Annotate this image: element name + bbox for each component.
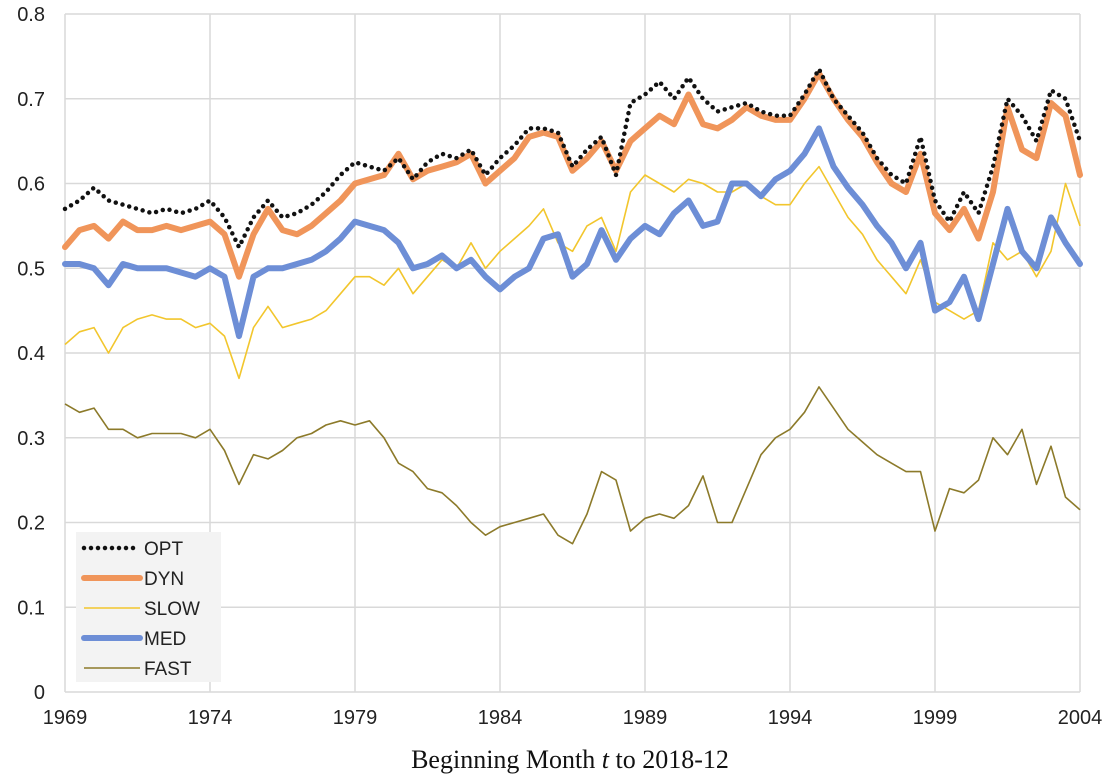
x-axis-label-variable: t bbox=[602, 745, 610, 774]
x-axis-label: Beginning Month t to 2018-12 bbox=[411, 745, 729, 774]
y-tick-label: 0.7 bbox=[17, 89, 45, 111]
series-group bbox=[62, 66, 1083, 545]
y-tick-label: 0.8 bbox=[17, 4, 45, 26]
x-tick-label: 1979 bbox=[333, 707, 378, 729]
y-tick-label: 0.3 bbox=[17, 428, 45, 450]
series-line-dyn bbox=[62, 70, 1083, 280]
x-tick-label: 1994 bbox=[768, 707, 813, 729]
x-tick-label: 1974 bbox=[188, 707, 233, 729]
legend-label-slow: SLOW bbox=[144, 599, 200, 620]
y-tick-label: 0.6 bbox=[17, 174, 45, 196]
x-axis: 1969 1974 1979 1984 1989 1994 1999 2004 bbox=[43, 707, 1103, 729]
legend-label-dyn: DYN bbox=[144, 569, 184, 590]
y-axis: 0 0.1 0.2 0.3 0.4 0.5 0.6 0.7 0.8 bbox=[17, 4, 45, 704]
x-tick-label: 2004 bbox=[1058, 707, 1103, 729]
y-tick-label: 0.4 bbox=[17, 343, 45, 365]
legend-label-med: MED bbox=[144, 629, 186, 650]
x-tick-label: 1969 bbox=[43, 707, 88, 729]
series-line-slow bbox=[64, 165, 1081, 380]
y-tick-label: 0 bbox=[34, 682, 45, 704]
x-tick-label: 1989 bbox=[623, 707, 668, 729]
legend-label-opt: OPT bbox=[144, 539, 183, 560]
legend-label-fast: FAST bbox=[144, 659, 192, 680]
legend: OPT DYN SLOW MED FAST bbox=[76, 532, 221, 682]
x-tick-label: 1999 bbox=[913, 707, 958, 729]
series-line-fast bbox=[64, 386, 1081, 545]
legend-background bbox=[76, 532, 221, 682]
series-line-med bbox=[62, 125, 1083, 340]
y-tick-label: 0.1 bbox=[17, 597, 45, 619]
x-tick-label: 1984 bbox=[478, 707, 523, 729]
y-tick-label: 0.2 bbox=[17, 513, 45, 535]
x-axis-label-part-2: to 2018-12 bbox=[609, 745, 729, 774]
series-line-opt bbox=[62, 66, 1083, 250]
y-tick-label: 0.5 bbox=[17, 258, 45, 280]
x-axis-label-part-1: Beginning Month bbox=[411, 745, 602, 774]
